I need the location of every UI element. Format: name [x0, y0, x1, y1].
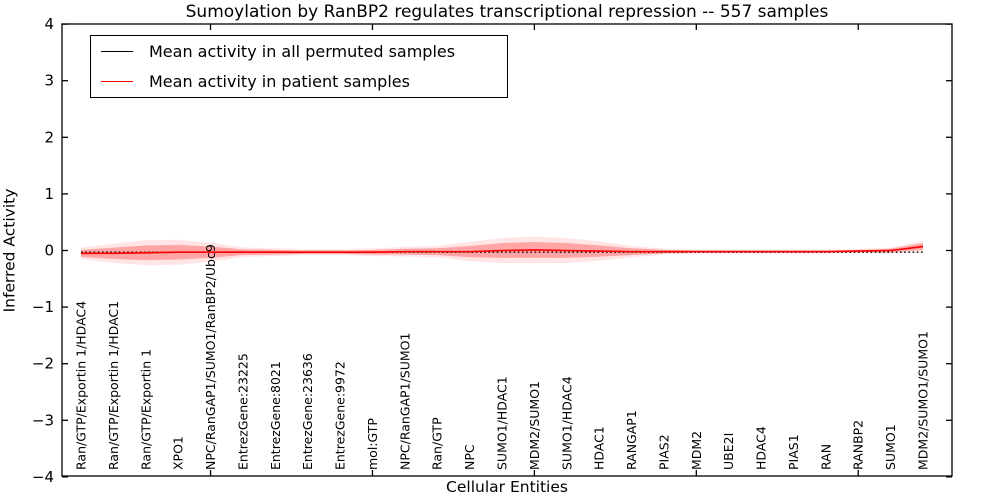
- x-tick-label: EntrezGene:23636: [300, 353, 315, 470]
- x-tick-label: SUMO1/HDAC1: [495, 376, 510, 470]
- x-tick-label: EntrezGene:8021: [268, 361, 283, 470]
- chart-title: Sumoylation by RanBP2 regulates transcri…: [185, 2, 829, 22]
- x-tick-label: NPC: [462, 444, 477, 470]
- patient-mean-line: [81, 245, 924, 255]
- patient-line-swatch: [101, 80, 133, 82]
- x-tick-label: EntrezGene:23225: [235, 353, 250, 470]
- x-tick-label: Ran/GTP/Exportin 1/HDAC4: [74, 301, 89, 470]
- x-tick-label: NPC/RanGAP1/SUMO1: [397, 333, 412, 470]
- x-axis-label: Cellular Entities: [446, 478, 568, 496]
- x-tick-label: EntrezGene:9972: [333, 361, 348, 470]
- x-tick-label: RANBP2: [851, 420, 866, 470]
- x-tick-label: PIAS2: [656, 434, 671, 470]
- x-tick-label: HDAC1: [592, 426, 607, 470]
- x-tick-label: MDM2/SUMO1: [527, 381, 542, 470]
- x-tick-label: SUMO1/HDAC4: [559, 376, 574, 470]
- y-tick-label: −2: [32, 355, 54, 373]
- x-tick-label: PIAS1: [786, 434, 801, 470]
- x-tick-label: SUMO1: [883, 424, 898, 470]
- x-tick-label: RANGAP1: [624, 410, 639, 470]
- x-tick-label: Ran/GTP/Exportin 1: [138, 349, 153, 470]
- x-tick-label: RAN: [818, 444, 833, 470]
- y-tick-label: 4: [44, 15, 54, 33]
- x-tick-label: XPO1: [171, 436, 186, 470]
- legend-label-permuted: Mean activity in all permuted samples: [149, 42, 456, 62]
- x-tick-label: HDAC4: [754, 426, 769, 470]
- y-tick-label: −4: [32, 468, 54, 486]
- legend: Mean activity in all permuted samples Me…: [90, 35, 508, 98]
- y-tick-label: −1: [32, 298, 54, 316]
- y-tick-label: 3: [44, 72, 54, 90]
- x-tick-label: NPC/RanGAP1/SUMO1/RanBP2/Ubc9: [203, 244, 218, 470]
- legend-label-patient: Mean activity in patient samples: [149, 71, 410, 91]
- x-tick-label: Ran/GTP: [430, 417, 445, 470]
- permuted-line-swatch: [101, 51, 133, 53]
- x-tick-label: mol:GTP: [365, 418, 380, 470]
- x-tick-label: MDM2/SUMO1/SUMO1: [916, 331, 931, 470]
- legend-item-permuted: Mean activity in all permuted samples: [101, 38, 507, 66]
- x-tick-label: Ran/GTP/Exportin 1/HDAC1: [106, 301, 121, 470]
- y-tick-label: 1: [44, 185, 54, 203]
- y-tick-label: 2: [44, 128, 54, 146]
- y-tick-label: −3: [32, 411, 54, 429]
- y-tick-label: 0: [44, 242, 54, 260]
- x-tick-label: UBE2I: [721, 433, 736, 470]
- legend-item-patient: Mean activity in patient samples: [101, 67, 507, 95]
- x-tick-label: MDM2: [689, 431, 704, 470]
